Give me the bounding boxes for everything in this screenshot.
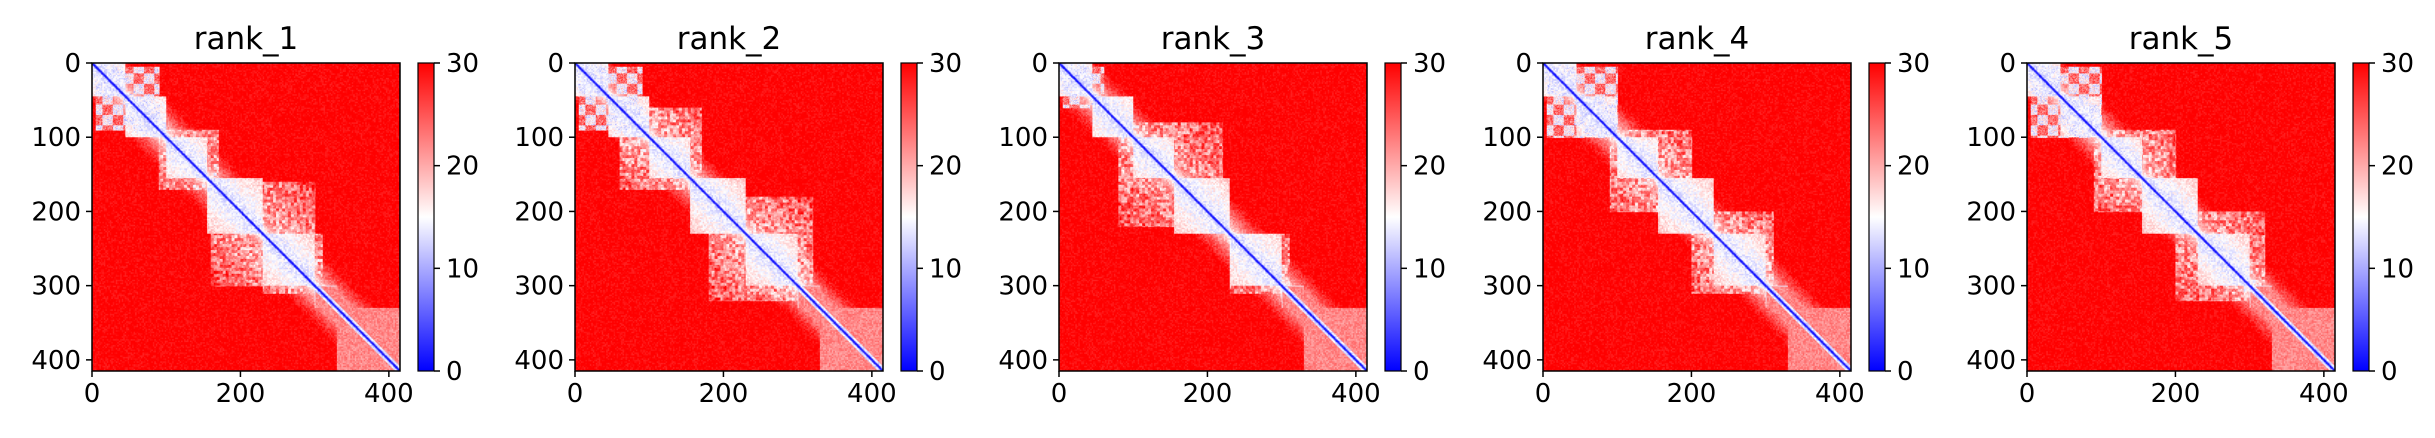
x-tick-label: 200 bbox=[699, 379, 749, 409]
heatmap-image bbox=[2027, 63, 2335, 371]
y-tick-label: 300 bbox=[998, 272, 1048, 302]
colorbar-tick-label: 30 bbox=[2381, 49, 2414, 79]
y-tick-label: 100 bbox=[1966, 123, 2016, 153]
x-tick-label: 200 bbox=[1183, 379, 1233, 409]
y-tick-label: 400 bbox=[1482, 346, 1532, 376]
axes-frame bbox=[91, 62, 401, 372]
colorbar-tick-label: 0 bbox=[1413, 357, 1430, 387]
y-tick-label: 400 bbox=[31, 346, 81, 376]
x-tick-label: 200 bbox=[1667, 379, 1717, 409]
y-tick-label: 200 bbox=[998, 197, 1048, 227]
colorbar-tick-label: 10 bbox=[446, 254, 479, 284]
x-tick-label: 400 bbox=[1331, 379, 1381, 409]
colorbar-tick-label: 20 bbox=[929, 152, 962, 182]
colorbar bbox=[901, 63, 917, 371]
axes-frame bbox=[2026, 62, 2336, 372]
colorbar-tick-label: 20 bbox=[1897, 152, 1930, 182]
x-tick-label: 400 bbox=[364, 379, 414, 409]
axes-frame bbox=[1058, 62, 1368, 372]
heatmap-image bbox=[575, 63, 883, 371]
y-tick-label: 200 bbox=[1482, 197, 1532, 227]
x-tick-label: 200 bbox=[216, 379, 266, 409]
colorbar-tick-label: 0 bbox=[2381, 357, 2398, 387]
x-tick-label: 0 bbox=[567, 379, 584, 409]
x-tick-label: 400 bbox=[1815, 379, 1865, 409]
y-tick-label: 200 bbox=[514, 197, 564, 227]
colorbar-tick-label: 30 bbox=[446, 49, 479, 79]
colorbar-tick-label: 10 bbox=[1413, 254, 1446, 284]
colorbar-tick-label: 10 bbox=[2381, 254, 2414, 284]
axes-frame bbox=[574, 62, 884, 372]
x-tick-label: 0 bbox=[84, 379, 101, 409]
colorbar bbox=[2353, 63, 2369, 371]
colorbar-frame bbox=[1868, 62, 1886, 372]
panel-title: rank_3 bbox=[1161, 21, 1266, 57]
heatmap-image bbox=[92, 63, 400, 371]
colorbar-tick-label: 10 bbox=[1897, 254, 1930, 284]
y-tick-label: 100 bbox=[31, 123, 81, 153]
y-tick-label: 400 bbox=[998, 346, 1048, 376]
x-tick-label: 400 bbox=[2299, 379, 2349, 409]
colorbar-frame bbox=[1384, 62, 1402, 372]
colorbar-tick-label: 20 bbox=[2381, 152, 2414, 182]
panel-title: rank_2 bbox=[677, 21, 782, 57]
colorbar bbox=[418, 63, 434, 371]
x-tick-label: 0 bbox=[1051, 379, 1068, 409]
colorbar bbox=[1869, 63, 1885, 371]
y-tick-label: 0 bbox=[64, 49, 81, 79]
y-tick-label: 200 bbox=[31, 197, 81, 227]
heatmap-image bbox=[1059, 63, 1367, 371]
y-tick-label: 400 bbox=[514, 346, 564, 376]
colorbar-frame bbox=[2352, 62, 2370, 372]
y-tick-label: 100 bbox=[998, 123, 1048, 153]
colorbar-tick-label: 30 bbox=[929, 49, 962, 79]
colorbar-tick-label: 20 bbox=[1413, 152, 1446, 182]
colorbar-tick-label: 30 bbox=[1897, 49, 1930, 79]
colorbar-tick-label: 0 bbox=[446, 357, 463, 387]
y-tick-label: 300 bbox=[1482, 272, 1532, 302]
colorbar-frame bbox=[900, 62, 918, 372]
x-tick-label: 0 bbox=[2019, 379, 2036, 409]
y-tick-label: 0 bbox=[1515, 49, 1532, 79]
y-tick-label: 0 bbox=[1999, 49, 2016, 79]
colorbar-tick-label: 0 bbox=[929, 357, 946, 387]
y-tick-label: 300 bbox=[31, 272, 81, 302]
panel-title: rank_1 bbox=[194, 21, 299, 57]
panel-title: rank_5 bbox=[2129, 21, 2234, 57]
y-tick-label: 400 bbox=[1966, 346, 2016, 376]
colorbar-tick-label: 0 bbox=[1897, 357, 1914, 387]
colorbar-tick-label: 20 bbox=[446, 152, 479, 182]
y-tick-label: 100 bbox=[514, 123, 564, 153]
y-tick-label: 0 bbox=[547, 49, 564, 79]
x-tick-label: 0 bbox=[1535, 379, 1552, 409]
panel-title: rank_4 bbox=[1645, 21, 1750, 57]
y-tick-label: 300 bbox=[1966, 272, 2016, 302]
colorbar-tick-label: 10 bbox=[929, 254, 962, 284]
colorbar-frame bbox=[417, 62, 435, 372]
colorbar-tick-label: 30 bbox=[1413, 49, 1446, 79]
colorbar bbox=[1385, 63, 1401, 371]
axes-frame bbox=[1542, 62, 1852, 372]
y-tick-label: 300 bbox=[514, 272, 564, 302]
y-tick-label: 100 bbox=[1482, 123, 1532, 153]
heatmap-image bbox=[1543, 63, 1851, 371]
y-tick-label: 0 bbox=[1031, 49, 1048, 79]
x-tick-label: 200 bbox=[2151, 379, 2201, 409]
y-tick-label: 200 bbox=[1966, 197, 2016, 227]
x-tick-label: 400 bbox=[847, 379, 897, 409]
